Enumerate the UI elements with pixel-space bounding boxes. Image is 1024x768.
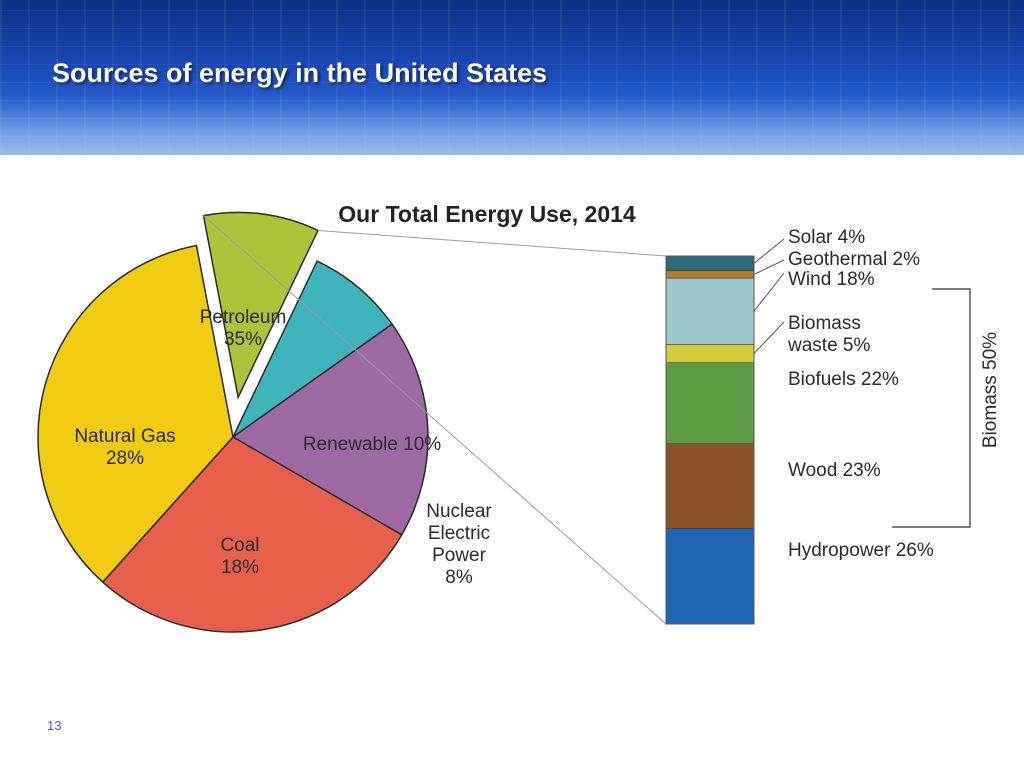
title-banner <box>0 0 1024 155</box>
biomass-group-label: Biomass 50% <box>980 332 1001 448</box>
bar-segment-wood <box>665 443 755 529</box>
bar-label-solar: Solar 4% <box>788 227 865 248</box>
connector-bottom <box>203 215 667 625</box>
chart-title: Our Total Energy Use, 2014 <box>338 201 636 227</box>
bar-segment-solar <box>665 255 755 272</box>
bar-label-hydropower: Hydropower 26% <box>788 540 934 561</box>
bar-segment-biomass-waste <box>665 344 755 364</box>
pie-slice-renewable <box>202 211 319 400</box>
bar-segment-wind <box>665 277 755 345</box>
pie-slice-petroleum <box>37 244 234 584</box>
bar-segment-biofuels <box>665 362 755 444</box>
pie-slice-nuclear-electric-power <box>231 260 394 440</box>
pie-chart: Petroleum 35% Natural Gas 28% Coal 18% Nuclear… <box>37 211 492 633</box>
pie-slice-natural-gas <box>101 436 403 633</box>
pie-label-natural-gas: Natural Gas 28% <box>74 426 175 469</box>
biomass-bracket: Biomass 50% <box>892 288 1001 528</box>
bar-label-wind: Wind 18% <box>788 269 875 290</box>
bar-label-wood: Wood 23% <box>788 460 881 481</box>
renewable-stacked-bar: Hydropower 26% Wood 23% Biofuels 22% Biomas… <box>665 227 934 625</box>
pie-label-renewable: Renewable 10% <box>303 434 441 455</box>
bar-segment-hydropower <box>665 528 755 625</box>
bar-label-biofuels: Biofuels 22% <box>788 369 899 390</box>
leader-line-wind <box>753 272 785 312</box>
zoom-connectors <box>203 215 667 625</box>
pie-label-nuclear-electric-power: Nuclear Electric Power 8% <box>426 501 492 588</box>
connector-top <box>317 229 667 257</box>
leader-line-geothermal <box>753 259 785 275</box>
bar-label-biomass-waste: Biomass waste 5% <box>787 313 870 356</box>
biomass-bracket-line <box>892 288 971 528</box>
pie-label-coal: Coal 18% <box>220 535 259 578</box>
pie-label-petroleum: Petroleum 35% <box>200 307 287 350</box>
leader-line-biomass-waste <box>753 321 785 354</box>
bar-label-geothermal: Geothermal 2% <box>788 249 920 270</box>
page-number: 13 <box>47 718 62 733</box>
bar-segment-geothermal <box>665 270 755 279</box>
pie-slice-coal <box>231 323 429 536</box>
slide-title: Sources of energy in the United States <box>52 58 548 88</box>
leader-line-solar <box>753 238 785 264</box>
